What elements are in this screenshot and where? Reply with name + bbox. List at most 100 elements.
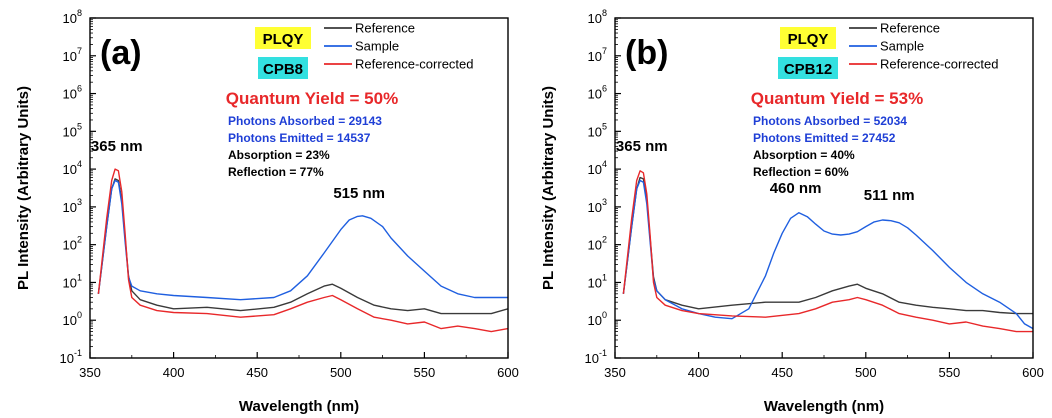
series-group <box>97 168 508 333</box>
y-tick-base: 10 <box>588 162 602 177</box>
y-tick-base: 10 <box>585 351 599 366</box>
y-tick-label: 108 <box>588 8 607 26</box>
y-tick-exponent: 8 <box>77 8 82 18</box>
y-tick-label: 108 <box>63 8 82 26</box>
y-tick-exponent: -1 <box>74 348 82 358</box>
y-tick-base: 10 <box>588 87 602 102</box>
panel-label: (b) <box>625 34 668 72</box>
y-tick-label: 105 <box>588 121 607 139</box>
legend-label: Sample <box>880 39 924 54</box>
y-tick-label: 104 <box>588 159 607 177</box>
x-tick-label: 500 <box>855 365 877 380</box>
y-tick-exponent: 3 <box>602 197 607 207</box>
badge-background <box>780 27 836 49</box>
y-tick-base: 10 <box>63 200 77 215</box>
peak-label: 511 nm <box>864 187 915 204</box>
legend-label: Reference-corrected <box>880 57 999 72</box>
x-tick-label: 550 <box>414 365 436 380</box>
x-tick-label: 600 <box>1022 365 1044 380</box>
info-line: Reflection = 77% <box>228 165 324 179</box>
info-line: Photons Emitted = 14537 <box>228 131 371 145</box>
badge-label: PLQY <box>263 31 304 48</box>
y-tick-base: 10 <box>63 87 77 102</box>
y-tick-label: 10-1 <box>60 348 82 366</box>
y-tick-base: 10 <box>63 275 77 290</box>
info-line: Photons Absorbed = 29143 <box>228 114 382 128</box>
x-tick-label: 400 <box>163 365 185 380</box>
y-tick-exponent: 7 <box>77 46 82 56</box>
y-tick-base: 10 <box>63 124 77 139</box>
y-tick-label: 103 <box>63 197 82 215</box>
badge-label: CPB8 <box>263 61 303 78</box>
x-axis-title: Wavelength (nm) <box>764 398 884 415</box>
y-tick-base: 10 <box>63 49 77 64</box>
series-group <box>622 170 1033 333</box>
y-tick-exponent: 4 <box>77 159 82 169</box>
series-line-reference <box>622 176 1033 315</box>
badge-label: CPB12 <box>784 61 832 78</box>
x-tick-label: 500 <box>330 365 352 380</box>
x-tick-label: 450 <box>771 365 793 380</box>
y-tick-base: 10 <box>588 11 602 26</box>
y-tick-exponent: 0 <box>602 310 607 320</box>
legend-label: Sample <box>355 39 399 54</box>
peak-label: 365 nm <box>91 138 143 155</box>
x-tick-label: 600 <box>497 365 519 380</box>
y-tick-exponent: 4 <box>602 159 607 169</box>
badge-background <box>778 57 838 79</box>
y-tick-exponent: 2 <box>77 235 82 245</box>
peak-label: 515 nm <box>333 185 385 202</box>
y-tick-exponent: -1 <box>599 348 607 358</box>
x-tick-label: 350 <box>79 365 101 380</box>
y-axis-title: PL Intensity (Arbitrary Units) <box>540 86 557 290</box>
y-tick-base: 10 <box>60 351 74 366</box>
y-tick-label: 100 <box>63 310 82 328</box>
y-tick-exponent: 0 <box>77 310 82 320</box>
peak-label: 365 nm <box>616 138 668 155</box>
y-tick-base: 10 <box>588 275 602 290</box>
y-tick-label: 102 <box>588 235 607 253</box>
info-line: Absorption = 40% <box>753 148 855 162</box>
series-line-reference-corrected <box>622 170 1033 333</box>
info-line: Photons Emitted = 27452 <box>753 131 896 145</box>
y-tick-label: 10-1 <box>585 348 607 366</box>
y-tick-base: 10 <box>63 11 77 26</box>
y-tick-label: 102 <box>63 235 82 253</box>
y-tick-label: 104 <box>63 159 82 177</box>
y-tick-exponent: 6 <box>602 84 607 94</box>
badge-label: PLQY <box>788 31 829 48</box>
x-axis-title: Wavelength (nm) <box>239 398 359 415</box>
y-axis-title: PL Intensity (Arbitrary Units) <box>15 86 32 290</box>
y-tick-exponent: 2 <box>602 235 607 245</box>
quantum-yield-text: Quantum Yield = 50% <box>226 89 398 108</box>
y-tick-exponent: 1 <box>602 272 607 282</box>
quantum-yield-text: Quantum Yield = 53% <box>751 89 923 108</box>
plot-frame <box>614 17 1034 359</box>
y-tick-label: 101 <box>588 272 607 290</box>
y-tick-base: 10 <box>588 313 602 328</box>
y-tick-base: 10 <box>588 238 602 253</box>
y-tick-base: 10 <box>588 124 602 139</box>
y-tick-label: 107 <box>63 46 82 64</box>
y-tick-base: 10 <box>63 238 77 253</box>
series-line-sample <box>97 179 508 301</box>
series-line-reference-corrected <box>97 168 508 333</box>
plot-frame <box>89 17 509 359</box>
y-tick-exponent: 8 <box>602 8 607 18</box>
y-tick-label: 101 <box>63 272 82 290</box>
y-tick-exponent: 6 <box>77 84 82 94</box>
y-tick-label: 100 <box>588 310 607 328</box>
x-tick-label: 350 <box>604 365 626 380</box>
y-tick-label: 106 <box>588 84 607 102</box>
badge-background <box>258 57 308 79</box>
y-tick-label: 106 <box>63 84 82 102</box>
x-tick-label: 400 <box>688 365 710 380</box>
y-tick-exponent: 3 <box>77 197 82 207</box>
y-tick-label: 105 <box>63 121 82 139</box>
y-tick-label: 107 <box>588 46 607 64</box>
y-tick-base: 10 <box>63 313 77 328</box>
info-line: Absorption = 23% <box>228 148 330 162</box>
